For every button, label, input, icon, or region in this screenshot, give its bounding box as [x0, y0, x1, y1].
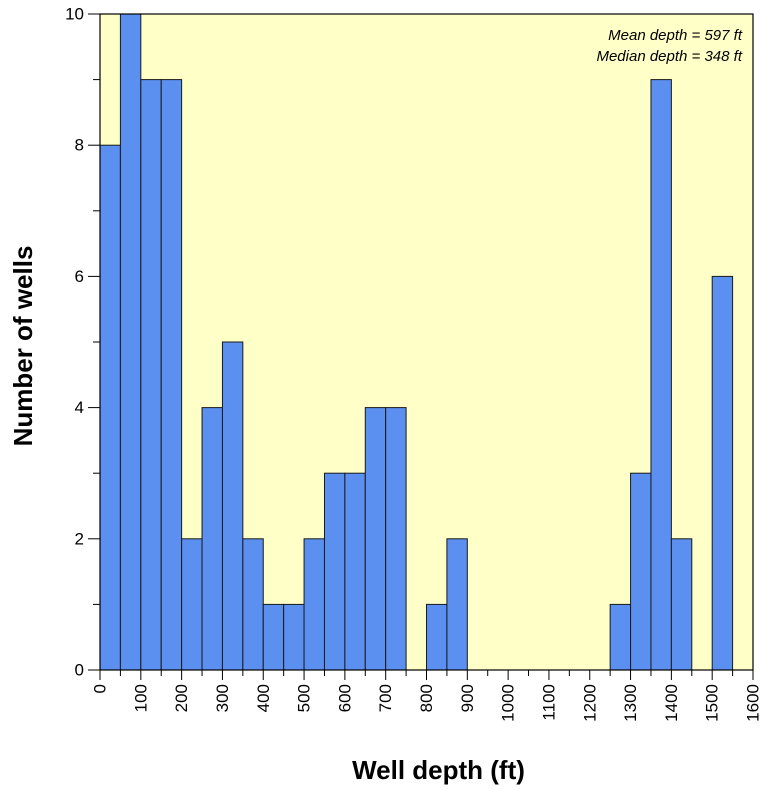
x-tick-label-900: 900 [458, 684, 477, 712]
bar-50 [119, 13, 142, 671]
bar-800 [426, 603, 448, 671]
bar-550 [323, 472, 346, 671]
y-tick-label-10: 10 [65, 5, 84, 24]
x-tick-label-1100: 1100 [539, 684, 558, 721]
x-tick-label-0: 0 [91, 684, 110, 693]
bar-850 [446, 538, 468, 671]
bar-100 [140, 79, 162, 671]
bar-1400 [670, 538, 693, 671]
x-tick-label-200: 200 [172, 684, 191, 712]
y-tick-label-0: 0 [75, 661, 84, 680]
bar-400 [262, 603, 285, 671]
bars-group [99, 13, 734, 671]
bar-200 [181, 538, 203, 671]
y-axis-label: Number of wells [8, 246, 38, 447]
median-depth-annotation: Median depth = 348 ft [596, 48, 742, 65]
y-tick-label-6: 6 [75, 267, 84, 286]
bar-700 [385, 407, 407, 671]
x-tick-label-700: 700 [376, 684, 395, 712]
bar-300 [221, 341, 244, 671]
bar-600 [344, 472, 366, 671]
x-tick-label-1600: 1600 [744, 684, 763, 722]
x-tick-label-1000: 1000 [499, 684, 518, 722]
x-tick-label-600: 600 [335, 684, 354, 712]
bar-250 [201, 407, 223, 671]
x-axis: 0 100 200 300 400 500 600 700 800 900 1000 1100 1200… [91, 670, 763, 722]
x-axis-label: Well depth (ft) [352, 755, 525, 785]
bar-0 [99, 144, 121, 671]
y-tick-label-8: 8 [75, 136, 84, 155]
x-tick-label-100: 100 [131, 684, 150, 712]
bar-1350 [650, 79, 672, 671]
x-tick-label-400: 400 [254, 684, 273, 712]
y-tick-label-2: 2 [75, 529, 84, 548]
x-tick-label-1400: 1400 [662, 684, 681, 722]
x-tick-label-300: 300 [213, 684, 232, 712]
bar-150 [160, 79, 183, 671]
bar-650 [364, 407, 387, 671]
x-tick-label-500: 500 [295, 684, 314, 712]
x-tick-label-1200: 1200 [580, 684, 599, 722]
bar-1300 [630, 472, 652, 671]
x-tick-label-1500: 1500 [703, 684, 722, 722]
bar-350 [242, 538, 264, 671]
bar-500 [303, 538, 325, 671]
y-axis: 0 2 4 6 8 10 [65, 5, 100, 680]
x-tick-label-800: 800 [417, 684, 436, 712]
x-tick-label-1300: 1300 [621, 684, 640, 722]
bar-450 [283, 603, 305, 671]
bar-1500 [711, 275, 734, 671]
bar-1250 [609, 603, 632, 671]
mean-depth-annotation: Mean depth = 597 ft [608, 27, 743, 44]
y-tick-label-4: 4 [75, 398, 84, 417]
